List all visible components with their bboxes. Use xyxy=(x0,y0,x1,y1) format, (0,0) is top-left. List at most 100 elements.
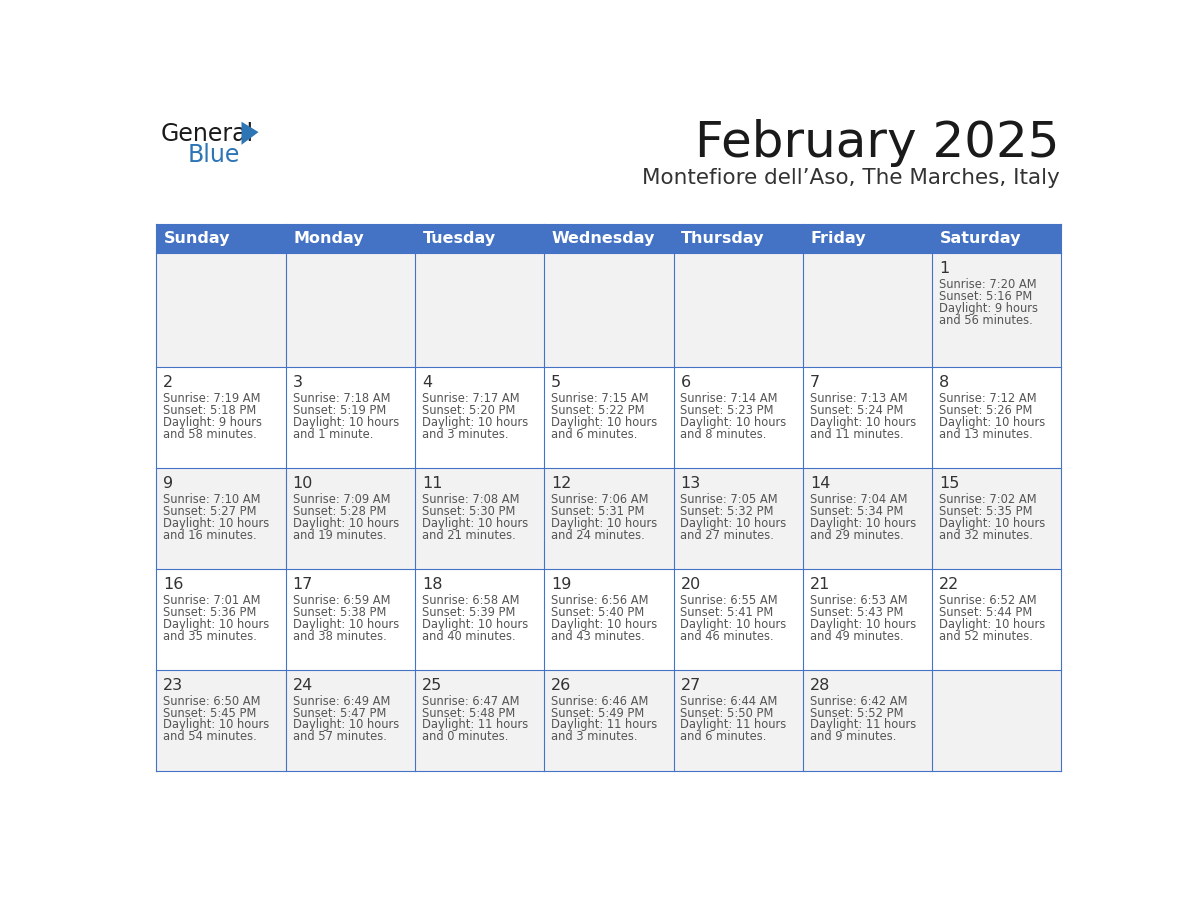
Text: Sunset: 5:44 PM: Sunset: 5:44 PM xyxy=(939,606,1032,619)
Bar xyxy=(285,253,415,367)
Text: Sunset: 5:18 PM: Sunset: 5:18 PM xyxy=(163,404,257,417)
Text: 18: 18 xyxy=(422,577,442,592)
Text: Daylight: 10 hours: Daylight: 10 hours xyxy=(551,618,657,631)
Text: Sunrise: 6:55 AM: Sunrise: 6:55 AM xyxy=(681,594,778,607)
Text: Sunrise: 7:13 AM: Sunrise: 7:13 AM xyxy=(810,392,908,405)
Text: 28: 28 xyxy=(810,677,830,693)
Text: February 2025: February 2025 xyxy=(695,119,1060,167)
Text: 12: 12 xyxy=(551,476,571,491)
Text: 26: 26 xyxy=(551,677,571,693)
Text: Sunset: 5:23 PM: Sunset: 5:23 PM xyxy=(681,404,775,417)
Text: Daylight: 10 hours: Daylight: 10 hours xyxy=(551,416,657,429)
Text: 9: 9 xyxy=(163,476,173,491)
Bar xyxy=(415,569,544,670)
Bar xyxy=(415,670,544,771)
Text: 4: 4 xyxy=(422,375,432,390)
Text: General: General xyxy=(160,122,253,146)
Bar xyxy=(415,367,544,468)
Text: 16: 16 xyxy=(163,577,184,592)
Text: Daylight: 10 hours: Daylight: 10 hours xyxy=(681,517,786,530)
Text: Sunrise: 7:18 AM: Sunrise: 7:18 AM xyxy=(292,392,390,405)
Text: Sunset: 5:40 PM: Sunset: 5:40 PM xyxy=(551,606,644,619)
Text: Sunset: 5:49 PM: Sunset: 5:49 PM xyxy=(551,707,644,720)
Text: Sunrise: 6:52 AM: Sunrise: 6:52 AM xyxy=(939,594,1037,607)
Text: Daylight: 10 hours: Daylight: 10 hours xyxy=(810,517,916,530)
Text: Daylight: 10 hours: Daylight: 10 hours xyxy=(292,517,399,530)
Text: Sunset: 5:48 PM: Sunset: 5:48 PM xyxy=(422,707,516,720)
Text: Monday: Monday xyxy=(293,231,364,246)
Bar xyxy=(674,468,803,569)
Text: Daylight: 9 hours: Daylight: 9 hours xyxy=(939,302,1038,315)
Text: and 16 minutes.: and 16 minutes. xyxy=(163,529,257,542)
Text: Sunrise: 6:56 AM: Sunrise: 6:56 AM xyxy=(551,594,649,607)
Bar xyxy=(157,569,285,670)
Text: and 11 minutes.: and 11 minutes. xyxy=(810,428,903,441)
Text: Saturday: Saturday xyxy=(940,231,1022,246)
Text: Daylight: 10 hours: Daylight: 10 hours xyxy=(681,618,786,631)
Text: and 21 minutes.: and 21 minutes. xyxy=(422,529,516,542)
Text: and 29 minutes.: and 29 minutes. xyxy=(810,529,904,542)
Text: Daylight: 10 hours: Daylight: 10 hours xyxy=(163,618,270,631)
Text: and 9 minutes.: and 9 minutes. xyxy=(810,731,896,744)
Text: Sunset: 5:50 PM: Sunset: 5:50 PM xyxy=(681,707,773,720)
Text: Wednesday: Wednesday xyxy=(552,231,656,246)
Text: 10: 10 xyxy=(292,476,312,491)
Text: Sunrise: 7:10 AM: Sunrise: 7:10 AM xyxy=(163,493,260,506)
Text: Sunset: 5:35 PM: Sunset: 5:35 PM xyxy=(939,505,1032,518)
Text: and 6 minutes.: and 6 minutes. xyxy=(551,428,638,441)
Text: Sunset: 5:41 PM: Sunset: 5:41 PM xyxy=(681,606,773,619)
Text: and 27 minutes.: and 27 minutes. xyxy=(681,529,775,542)
Text: Sunset: 5:36 PM: Sunset: 5:36 PM xyxy=(163,606,257,619)
Text: and 3 minutes.: and 3 minutes. xyxy=(422,428,508,441)
Bar xyxy=(933,670,1061,771)
Text: and 58 minutes.: and 58 minutes. xyxy=(163,428,257,441)
Bar xyxy=(674,253,803,367)
Text: Sunset: 5:32 PM: Sunset: 5:32 PM xyxy=(681,505,775,518)
Text: Daylight: 11 hours: Daylight: 11 hours xyxy=(681,719,786,732)
Text: and 6 minutes.: and 6 minutes. xyxy=(681,731,767,744)
Bar xyxy=(415,468,544,569)
Text: Sunset: 5:31 PM: Sunset: 5:31 PM xyxy=(551,505,645,518)
Bar xyxy=(674,670,803,771)
Bar xyxy=(157,367,285,468)
Bar xyxy=(544,367,674,468)
Text: and 32 minutes.: and 32 minutes. xyxy=(939,529,1034,542)
Text: 2: 2 xyxy=(163,375,173,390)
Text: Daylight: 10 hours: Daylight: 10 hours xyxy=(163,517,270,530)
Text: and 40 minutes.: and 40 minutes. xyxy=(422,630,516,643)
Text: Sunrise: 7:17 AM: Sunrise: 7:17 AM xyxy=(422,392,519,405)
Text: and 56 minutes.: and 56 minutes. xyxy=(939,314,1032,327)
Text: Sunrise: 7:06 AM: Sunrise: 7:06 AM xyxy=(551,493,649,506)
Text: 5: 5 xyxy=(551,375,561,390)
Text: and 38 minutes.: and 38 minutes. xyxy=(292,630,386,643)
Text: Sunrise: 7:09 AM: Sunrise: 7:09 AM xyxy=(292,493,390,506)
Text: Sunset: 5:26 PM: Sunset: 5:26 PM xyxy=(939,404,1032,417)
Text: 23: 23 xyxy=(163,677,183,693)
Bar xyxy=(285,569,415,670)
Text: Sunrise: 6:49 AM: Sunrise: 6:49 AM xyxy=(292,695,390,708)
Text: 22: 22 xyxy=(939,577,960,592)
Text: Blue: Blue xyxy=(188,142,240,166)
Text: Sunrise: 7:12 AM: Sunrise: 7:12 AM xyxy=(939,392,1037,405)
Text: and 43 minutes.: and 43 minutes. xyxy=(551,630,645,643)
Text: Sunrise: 6:42 AM: Sunrise: 6:42 AM xyxy=(810,695,908,708)
Bar xyxy=(157,224,1061,253)
Text: and 54 minutes.: and 54 minutes. xyxy=(163,731,257,744)
Text: Daylight: 10 hours: Daylight: 10 hours xyxy=(939,618,1045,631)
Text: Sunrise: 7:15 AM: Sunrise: 7:15 AM xyxy=(551,392,649,405)
Bar xyxy=(674,569,803,670)
Text: Daylight: 10 hours: Daylight: 10 hours xyxy=(292,416,399,429)
Text: Sunday: Sunday xyxy=(164,231,230,246)
Text: Sunrise: 7:08 AM: Sunrise: 7:08 AM xyxy=(422,493,519,506)
Text: Sunrise: 6:46 AM: Sunrise: 6:46 AM xyxy=(551,695,649,708)
Text: 27: 27 xyxy=(681,677,701,693)
Text: Sunrise: 7:19 AM: Sunrise: 7:19 AM xyxy=(163,392,260,405)
Bar xyxy=(157,253,285,367)
Text: Sunset: 5:20 PM: Sunset: 5:20 PM xyxy=(422,404,516,417)
Text: Daylight: 10 hours: Daylight: 10 hours xyxy=(810,416,916,429)
Bar xyxy=(285,670,415,771)
Text: 8: 8 xyxy=(939,375,949,390)
Text: Tuesday: Tuesday xyxy=(423,231,495,246)
Bar xyxy=(803,468,933,569)
Text: Daylight: 10 hours: Daylight: 10 hours xyxy=(292,618,399,631)
